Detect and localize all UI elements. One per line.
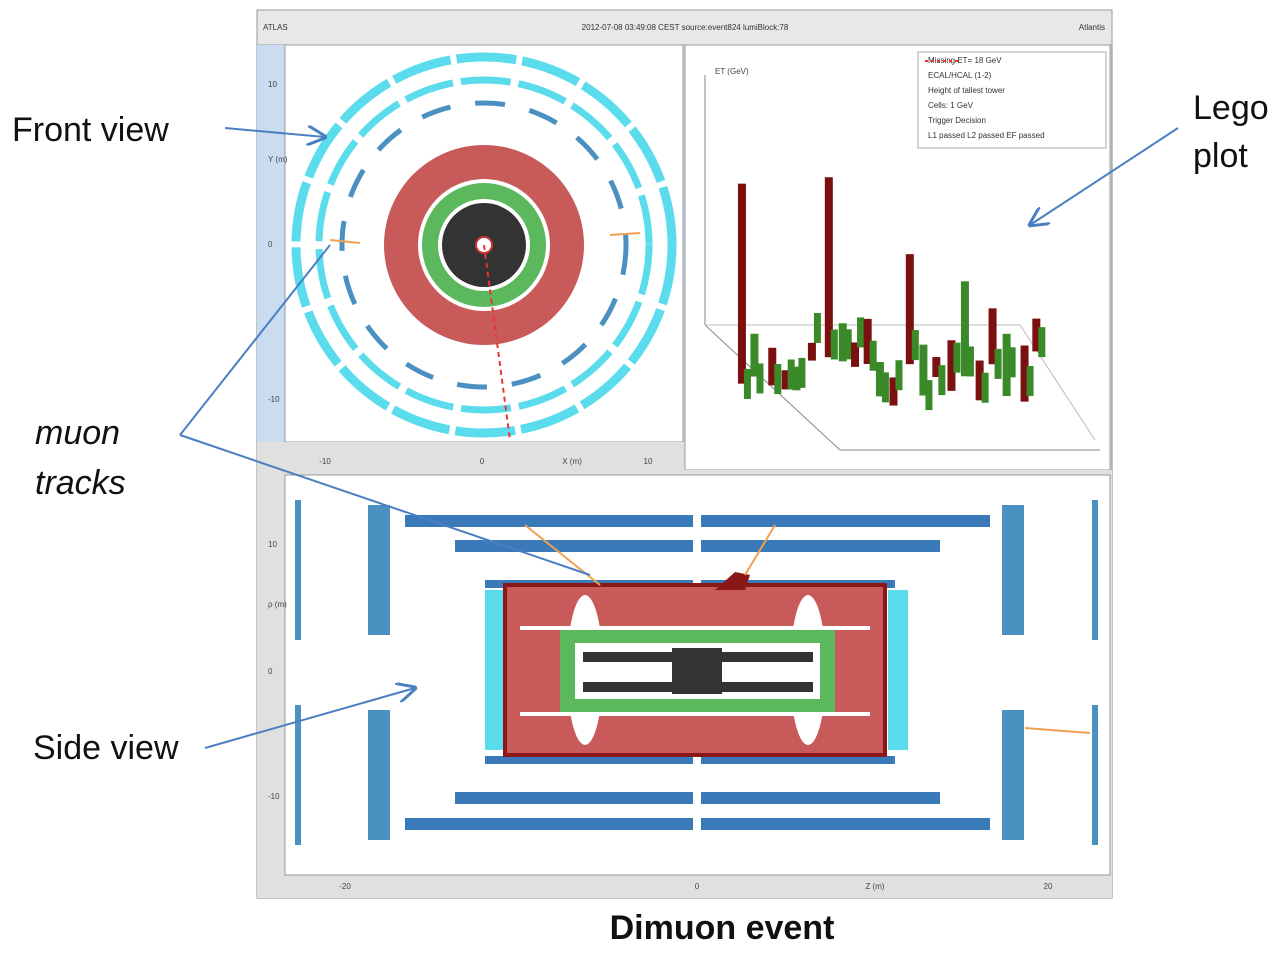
lego-tower — [857, 317, 864, 347]
y-tick-label: 10 — [268, 80, 277, 89]
lego-tower — [882, 372, 889, 402]
lego-tower — [814, 313, 821, 343]
lego-tower — [1009, 347, 1016, 377]
y-axis-label: ρ (m) — [268, 600, 287, 609]
lego-tower — [912, 330, 919, 360]
x-tick-label: Z (m) — [865, 882, 884, 891]
y-tick-label: 0 — [268, 667, 273, 676]
lego-tower — [744, 369, 751, 399]
lego-axis-label: ET (GeV) — [715, 67, 749, 76]
legend-entry: Cells: 1 GeV — [928, 101, 974, 110]
lego-tower — [925, 380, 932, 410]
lego-tower — [1038, 327, 1045, 357]
lego-tower — [831, 329, 838, 359]
lego-tower — [738, 184, 746, 384]
legend-entry: L1 passed L2 passed EF passed — [928, 131, 1045, 140]
y-tick-label: 10 — [268, 540, 277, 549]
x-tick-label: X (m) — [562, 457, 582, 466]
lego-tower — [756, 363, 763, 393]
lego-tower — [953, 343, 960, 373]
x-tick-label: 0 — [695, 882, 700, 891]
annotation-side-view: Side view — [33, 729, 179, 767]
x-tick-label: 20 — [1044, 882, 1053, 891]
header-right: Atlantis — [1079, 23, 1105, 32]
x-tick-label: 0 — [480, 457, 485, 466]
y-axis-label: Y (m) — [268, 155, 288, 164]
annotation-tracks: tracks — [35, 464, 126, 502]
lego-tower — [967, 346, 974, 376]
lego-tower — [1027, 366, 1034, 396]
lego-tower — [870, 341, 877, 371]
y-tick-label: -10 — [268, 792, 280, 801]
x-tick-label: -20 — [339, 882, 351, 891]
x-tick-label: -10 — [319, 457, 331, 466]
annotation-lego: Lego — [1193, 89, 1269, 127]
lego-tower — [895, 360, 902, 390]
lego-tower — [774, 364, 781, 394]
header-left: ATLAS — [263, 23, 288, 32]
annotation-front-view: Front view — [12, 111, 169, 149]
legend-entry: ECAL/HCAL (1-2) — [928, 71, 992, 80]
lego-tower — [808, 343, 816, 361]
legend-entry: Height of tallest tower — [928, 86, 1005, 95]
figure: ATLAS 2012-07-08 03:49:08 CEST source:ev… — [0, 0, 1283, 952]
lego-tower — [938, 365, 945, 395]
page: {"header":{"left":"ATLAS","center":"2012… — [0, 0, 1283, 952]
caption: Dimuon event — [610, 909, 835, 947]
annotation-plot: plot — [1193, 137, 1248, 175]
y-tick-label: -10 — [268, 395, 280, 404]
lego-tower — [798, 358, 805, 388]
header-center: 2012-07-08 03:49:08 CEST source:event824… — [582, 23, 789, 32]
lego-tower — [982, 373, 989, 403]
y-tick-label: 0 — [268, 240, 273, 249]
lego-tower — [995, 349, 1002, 379]
lego-tower — [845, 329, 852, 359]
annotation-muon: muon — [35, 414, 120, 452]
x-tick-label: 10 — [644, 457, 653, 466]
legend-entry: Trigger Decision — [928, 116, 986, 125]
